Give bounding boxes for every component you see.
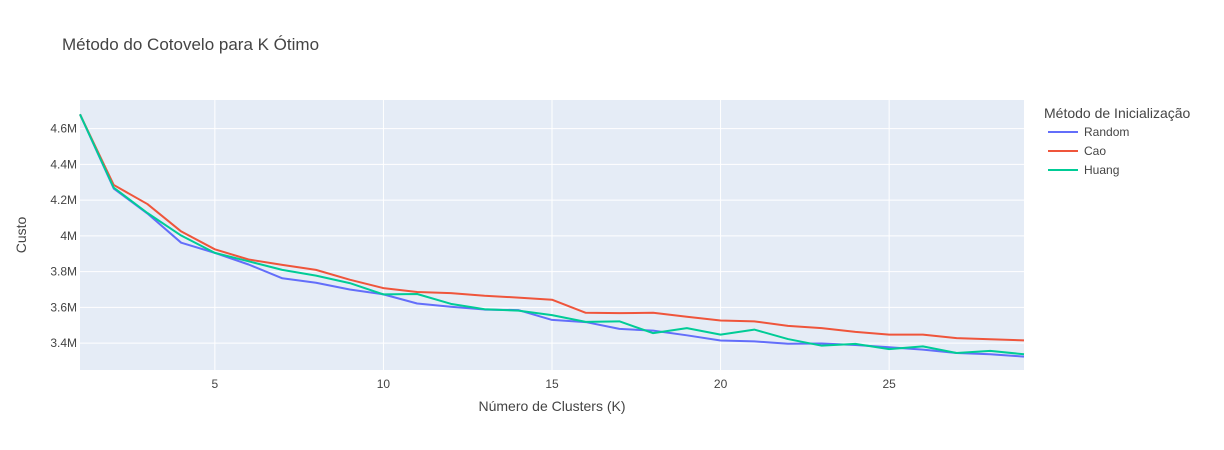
x-axis-title: Número de Clusters (K)	[478, 398, 625, 414]
series-lines[interactable]	[79, 113, 1025, 358]
legend-item-random[interactable]: Random	[1048, 125, 1129, 139]
grid-lines	[80, 100, 1024, 370]
x-tick-label: 10	[377, 377, 391, 391]
y-tick-label: 3.6M	[50, 300, 77, 314]
legend-item-cao[interactable]: Cao	[1048, 144, 1106, 158]
legend-title: Método de Inicialização	[1044, 105, 1191, 121]
x-tick-labels: 5 10 15 20 25	[212, 377, 897, 391]
y-tick-label: 4.4M	[50, 157, 77, 171]
legend-label: Random	[1084, 125, 1129, 139]
x-tick-label: 5	[212, 377, 219, 391]
y-tick-label: 4.2M	[50, 193, 77, 207]
series-line-huang[interactable]	[79, 113, 1025, 356]
legend-items[interactable]: Random Cao Huang	[1048, 125, 1129, 177]
legend-label: Huang	[1084, 163, 1119, 177]
legend-item-huang[interactable]: Huang	[1048, 163, 1119, 177]
series-line-cao[interactable]	[79, 113, 1025, 342]
y-tick-label: 4M	[60, 229, 77, 243]
legend[interactable]: Método de Inicialização Random Cao Huang	[1044, 105, 1191, 177]
y-axis-title: Custo	[13, 217, 29, 254]
x-tick-label: 15	[545, 377, 559, 391]
y-tick-labels: 3.4M 3.6M 3.8M 4M 4.2M 4.4M 4.6M	[50, 122, 77, 351]
x-tick-label: 20	[714, 377, 728, 391]
y-tick-label: 3.8M	[50, 265, 77, 279]
y-tick-label: 4.6M	[50, 122, 77, 136]
x-tick-label: 25	[882, 377, 896, 391]
y-tick-label: 3.4M	[50, 336, 77, 350]
legend-label: Cao	[1084, 144, 1106, 158]
chart-title: Método do Cotovelo para K Ótimo	[62, 35, 319, 54]
